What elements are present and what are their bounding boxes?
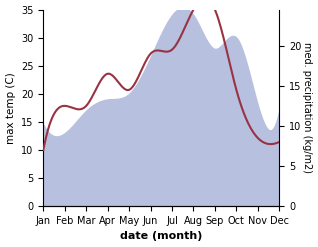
X-axis label: date (month): date (month)	[120, 231, 203, 242]
Y-axis label: med. precipitation (kg/m2): med. precipitation (kg/m2)	[302, 42, 313, 173]
Y-axis label: max temp (C): max temp (C)	[5, 72, 16, 144]
